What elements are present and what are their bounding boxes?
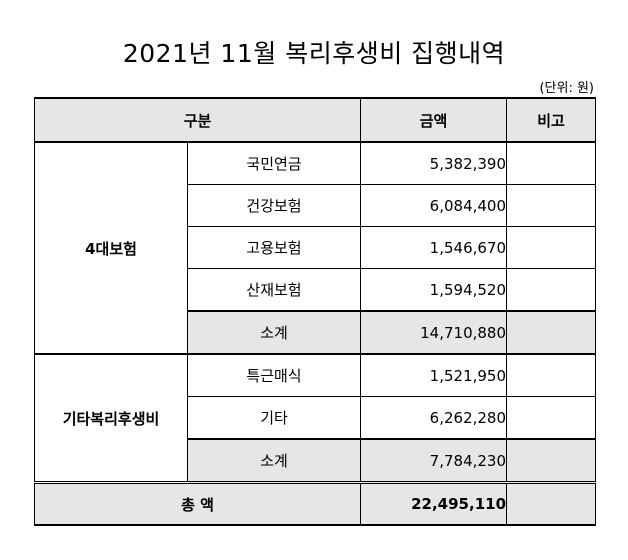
row-note (506, 353, 597, 397)
row-label: 국민연금 (186, 141, 362, 185)
table-row: 건강보험 6,084,400 (35, 184, 597, 227)
row-note (506, 226, 597, 269)
subtotal-label: 소계 (186, 310, 362, 355)
row-label: 고용보험 (186, 226, 362, 269)
row-label: 산재보험 (186, 268, 362, 312)
header-amount: 금액 (360, 97, 508, 143)
total-note (506, 482, 597, 526)
row-note (506, 396, 597, 440)
table-row: 기타 6,262,280 (34, 396, 597, 440)
total-amount: 22,495,110 (360, 482, 508, 526)
expense-table: 구분 금액 비고 4대보험 국민연금 5,382,390 건강보험 6,084,… (33, 97, 597, 526)
subtotal-note (506, 438, 597, 483)
table-row: 기타복리후생비 특근매식 1,521,950 (34, 353, 597, 483)
group-name-other-welfare: 기타복리후생비 (34, 353, 188, 483)
subtotal-note (506, 310, 597, 355)
row-label: 기타 (186, 396, 362, 440)
table-row: 고용보험 1,546,670 (35, 226, 597, 269)
row-note (506, 268, 597, 312)
row-amount: 6,262,280 (360, 396, 508, 440)
subtotal-amount: 7,784,230 (360, 438, 508, 483)
row-amount: 6,084,400 (360, 184, 508, 227)
header-note: 비고 (506, 97, 597, 143)
total-label: 총 액 (33, 482, 362, 526)
subtotal-label: 소계 (186, 438, 362, 483)
row-label: 특근매식 (186, 353, 362, 397)
row-amount: 1,546,670 (360, 226, 508, 269)
table-row: 산재보험 1,594,520 (34, 268, 597, 312)
page-title: 2021년 11월 복리후생비 집행내역 (122, 39, 506, 68)
unit-label: (단위: 원) (539, 81, 594, 96)
row-note (506, 184, 597, 227)
subtotal-amount: 14,710,880 (360, 310, 508, 355)
group-name-insurance: 4대보험 (34, 141, 188, 355)
table-row: 4대보험 국민연금 5,382,390 (34, 141, 597, 355)
header-row: 구분 금액 비고 (33, 97, 597, 143)
row-label: 건강보험 (186, 184, 362, 227)
subtotal-row: 소계 7,784,230 (35, 438, 597, 483)
row-amount: 5,382,390 (360, 141, 508, 185)
row-amount: 1,521,950 (360, 353, 508, 397)
row-note (506, 141, 597, 185)
row-amount: 1,594,520 (360, 268, 508, 312)
header-category: 구분 (33, 97, 362, 143)
total-row: 총 액 22,495,110 (33, 482, 597, 526)
subtotal-row: 소계 14,710,880 (34, 310, 597, 355)
